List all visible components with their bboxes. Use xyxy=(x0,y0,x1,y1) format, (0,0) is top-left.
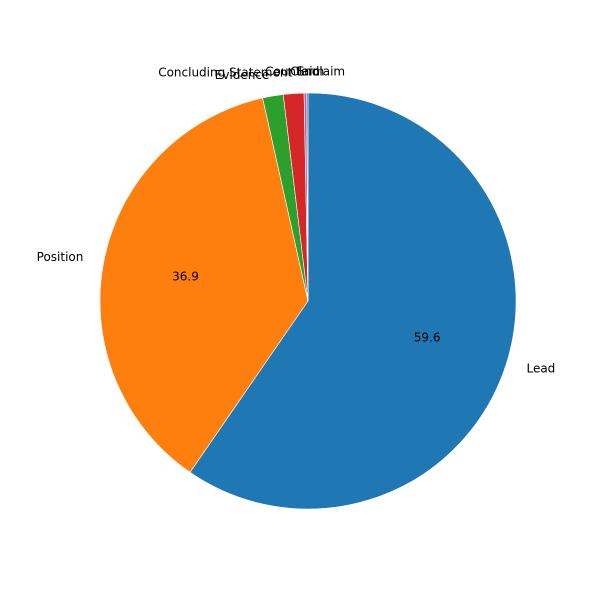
slice-label-lead: Lead xyxy=(526,361,555,375)
slice-label-end: End xyxy=(297,65,320,79)
slice-label-concluding-statement: Concluding Statement xyxy=(158,65,292,79)
pie-slice-position xyxy=(99,97,309,473)
pct-label-lead: 59.6 xyxy=(414,331,441,345)
slice-label-position: Position xyxy=(37,250,84,264)
pie-slice-claim xyxy=(306,92,309,302)
slice-label-claim: Claim xyxy=(290,65,324,79)
slice-label-evidence: Evidence xyxy=(215,68,270,82)
slice-label-counterclaim: Counterclaim xyxy=(265,65,345,79)
pct-label-position: 36.9 xyxy=(172,270,199,284)
pie-slice-lead xyxy=(189,92,517,510)
